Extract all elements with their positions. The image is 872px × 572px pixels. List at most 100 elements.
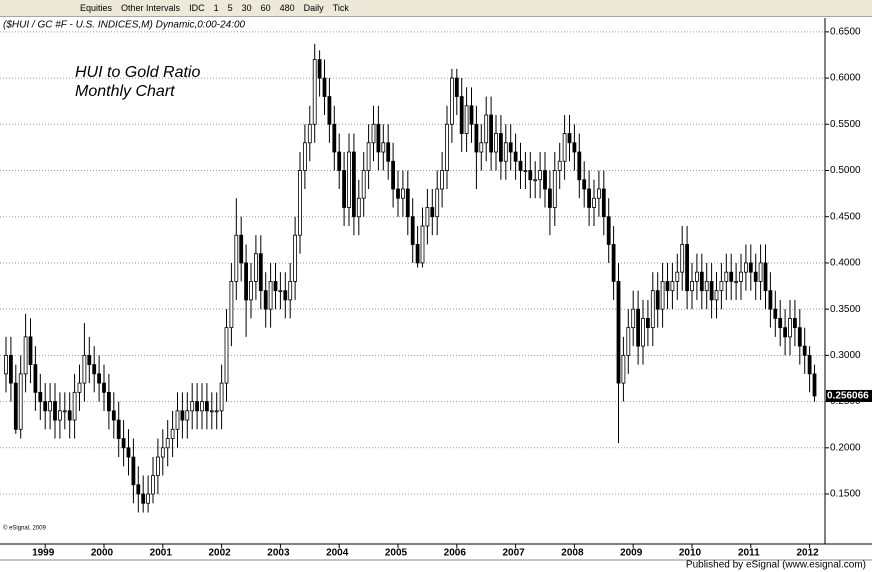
toolbar-item[interactable]: Daily: [303, 3, 324, 13]
candle-body: [111, 410, 116, 421]
candle-body: [219, 382, 224, 412]
candle-body: [190, 401, 195, 412]
candle-body: [396, 188, 400, 199]
candle-body: [200, 401, 204, 412]
candle-body: [43, 401, 48, 412]
candle-body: [577, 151, 582, 181]
candle-body: [72, 391, 77, 421]
candle-body: [597, 188, 601, 199]
candle-body: [773, 308, 778, 319]
candle-body: [724, 271, 729, 282]
candle-body: [175, 410, 180, 430]
candle-body: [807, 354, 812, 375]
toolbar-item[interactable]: IDC: [189, 3, 205, 13]
candle-body: [141, 493, 146, 504]
candle-body: [28, 336, 33, 366]
toolbar-item[interactable]: Other Intervals: [121, 3, 181, 13]
x-tick-label: 1999: [32, 548, 55, 559]
candle-body: [582, 179, 587, 190]
candle-body: [224, 327, 229, 384]
candle-body: [87, 354, 92, 366]
candle-body: [151, 475, 155, 495]
candle-body: [562, 133, 567, 162]
candle-body: [611, 244, 616, 282]
candle-body: [48, 401, 52, 412]
candle-body: [474, 123, 479, 153]
candle-body: [381, 142, 386, 153]
candle-body: [670, 281, 675, 292]
candle-body: [616, 281, 621, 384]
chart-subtitle: Monthly Chart: [75, 83, 175, 100]
candle-body: [513, 151, 518, 162]
candle-body: [131, 456, 136, 486]
candle-body: [518, 160, 523, 171]
x-tick-label: 2009: [620, 548, 643, 559]
candle-body: [714, 290, 719, 301]
candle-body: [552, 170, 557, 208]
candle-body: [758, 262, 763, 282]
toolbar-item[interactable]: 5: [227, 3, 233, 13]
x-tick-label: 2008: [561, 548, 584, 559]
candle-body: [636, 308, 640, 347]
x-tick-label: 2010: [679, 548, 702, 559]
candle-body: [77, 382, 82, 393]
x-tick-label: 2004: [326, 548, 349, 559]
copyright: © eSignal, 2009: [3, 525, 46, 532]
symbol-header: ($HUI / GC #F - U.S. INDICES,M) Dynamic,…: [3, 20, 246, 31]
candle-body: [288, 281, 293, 301]
candle-body: [283, 290, 288, 301]
candle-body: [116, 419, 121, 439]
candle-body: [699, 271, 704, 292]
candle-body: [185, 410, 190, 421]
x-tick-label: 2006: [444, 548, 467, 559]
candle-body: [498, 133, 503, 162]
chart: ($HUI / GC #F - U.S. INDICES,M) Dynamic,…: [0, 18, 872, 572]
candle-body: [606, 216, 611, 245]
candle-body: [337, 151, 342, 171]
candle-body: [400, 188, 405, 199]
candle-body: [685, 244, 689, 292]
candle-body: [273, 281, 278, 292]
candle-body: [307, 123, 312, 144]
candle-body: [592, 197, 596, 208]
candle-body: [239, 234, 244, 264]
candle-body: [126, 447, 131, 458]
candle-body: [160, 447, 165, 458]
candle-body: [67, 410, 72, 421]
candle-body: [572, 142, 577, 153]
candle-body: [660, 281, 665, 310]
candle-body: [258, 253, 263, 292]
candle-body: [146, 493, 151, 504]
candle-body: [454, 77, 459, 97]
candle-body: [58, 410, 62, 421]
toolbar-item[interactable]: 1: [213, 3, 219, 13]
candle-body: [107, 391, 111, 412]
candle-body: [302, 142, 307, 171]
candle-body: [410, 216, 415, 245]
toolbar-item[interactable]: Tick: [332, 3, 349, 13]
y-tick-label: 0.6500: [830, 27, 861, 38]
candle-body: [53, 401, 57, 421]
toolbar-item[interactable]: 30: [241, 3, 252, 13]
candle-body: [641, 317, 645, 347]
candle-body: [734, 281, 738, 283]
candle-body: [479, 142, 484, 153]
candle-body: [136, 484, 141, 495]
candle-body: [489, 114, 494, 153]
candle-body: [38, 391, 43, 402]
candle-body: [533, 179, 538, 182]
toolbar-item[interactable]: 60: [260, 3, 271, 13]
candle-body: [430, 207, 435, 218]
toolbar-item[interactable]: 480: [279, 3, 295, 13]
candle-body: [675, 271, 680, 282]
candle-body: [797, 327, 802, 347]
candle-body: [695, 271, 699, 282]
candle-body: [234, 234, 239, 282]
candle-body: [102, 382, 106, 393]
candle-body: [327, 96, 332, 125]
chart-title: HUI to Gold Ratio: [75, 64, 200, 81]
candle-body: [748, 262, 753, 273]
last-price-label: 0.256066: [827, 391, 869, 402]
y-tick-label: 0.3500: [830, 304, 861, 315]
toolbar-item[interactable]: Equities: [80, 3, 113, 13]
